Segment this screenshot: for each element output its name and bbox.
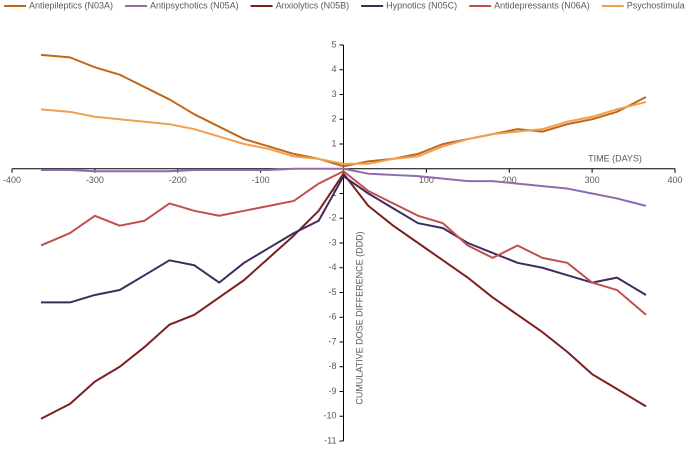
x-tick-label: -300 — [86, 175, 104, 185]
legend-label: Psychostimulants (N06B) — [627, 0, 685, 10]
y-tick-label: 1 — [331, 138, 336, 148]
y-tick-label: 3 — [331, 89, 336, 99]
y-tick-label: 5 — [331, 39, 336, 49]
y-tick-label: -7 — [328, 336, 336, 346]
y-tick-label: 2 — [331, 114, 336, 124]
series-line — [41, 175, 647, 304]
y-tick-label: -8 — [328, 361, 336, 371]
legend-label: Antipsychotics (N05A) — [150, 0, 239, 10]
y-tick-label: -10 — [323, 411, 336, 421]
series-line — [41, 167, 647, 207]
x-tick-label: -200 — [169, 175, 187, 185]
y-tick-label: -2 — [328, 213, 336, 223]
legend-label: Hypnotics (N05C) — [386, 0, 457, 10]
series-line — [40, 170, 647, 316]
y-tick-label: -5 — [328, 287, 336, 297]
series-line — [40, 172, 647, 420]
x-tick-label: 100 — [419, 175, 434, 185]
legend-label: Antiepileptics (N03A) — [29, 0, 113, 10]
y-axis-title: CUMULATIVE DOSE DIFFERENCE (DDD) — [354, 231, 364, 404]
x-tick-label: 200 — [502, 175, 517, 185]
y-tick-label: -4 — [328, 262, 336, 272]
x-tick-label: -400 — [3, 175, 21, 185]
series-line — [40, 53, 647, 168]
y-tick-label: -3 — [328, 237, 336, 247]
y-tick-label: -11 — [324, 435, 336, 445]
y-tick-label: 4 — [331, 64, 336, 74]
y-tick-label: -1 — [328, 188, 336, 198]
x-tick-label: 400 — [667, 175, 682, 185]
y-tick-label: -9 — [328, 386, 336, 396]
legend-label: Anxiolytics (N05B) — [276, 0, 350, 10]
series-line — [40, 100, 647, 165]
y-tick-label: -6 — [328, 312, 336, 322]
x-tick-label: 300 — [585, 175, 600, 185]
x-axis-title: TIME (DAYS) — [588, 153, 642, 163]
x-tick-label: -100 — [252, 175, 270, 185]
legend-label: Antidepressants (N06A) — [494, 0, 590, 10]
